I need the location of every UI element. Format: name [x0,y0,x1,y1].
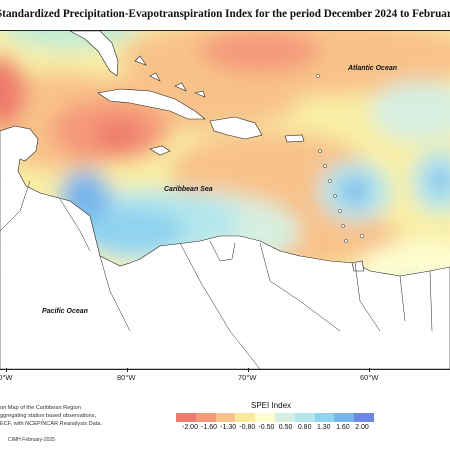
lon-label: 90°W [0,373,13,382]
borders [0,180,433,369]
legend-label: 0.50 [278,424,293,431]
map-title: Standardized Precipitation-Evapotranspir… [0,8,450,20]
caribbean-sea-label: Caribbean Sea [164,186,213,193]
credit-text: CIMH February-2025 [8,437,55,443]
legend-label: 1.30 [316,424,331,431]
description-line: ECF, with NCEP/NCAR Reanalysis Data. [0,421,102,427]
spei-map [0,30,450,370]
legend-swatch [334,413,355,422]
legend-swatch [195,413,216,422]
legend-label: -2.00 [182,424,198,431]
lon-tick [6,368,7,372]
legend-label: 1.60 [336,424,350,431]
legend-label: 0.80 [297,424,312,431]
legend-swatch [354,413,374,422]
legend-swatch [294,413,315,422]
land [0,31,450,369]
description-line: on Map of the Caribbean Region [0,405,81,411]
lon-tick [369,368,370,372]
atlantic-ocean-label: Atlantic Ocean [348,65,398,72]
legend-swatch [274,413,295,422]
pacific-ocean-label: Pacific Ocean [42,308,88,315]
lon-tick [127,368,128,372]
legend-label: -1.60 [201,424,218,431]
legend-swatch [176,413,196,422]
legend-label: 2.00 [355,424,369,431]
lesser-antilles [316,74,365,243]
lon-label: 70°W [238,373,257,382]
legend-label: -1.30 [220,424,237,431]
lon-tick [248,368,249,372]
legend-label: -0.50 [258,424,275,431]
lon-label: 60°W [360,373,379,382]
legend-label: -0.80 [239,424,256,431]
description-line: ggregating station based observations, [0,413,97,419]
legend-swatch [255,413,275,422]
lon-label: 80°W [117,373,136,382]
legend-title: SPEI Index [251,401,292,410]
legend-swatch [314,413,335,422]
legend-swatch [235,413,256,422]
legend-swatch [215,413,236,422]
legend-colorbar [176,413,374,422]
